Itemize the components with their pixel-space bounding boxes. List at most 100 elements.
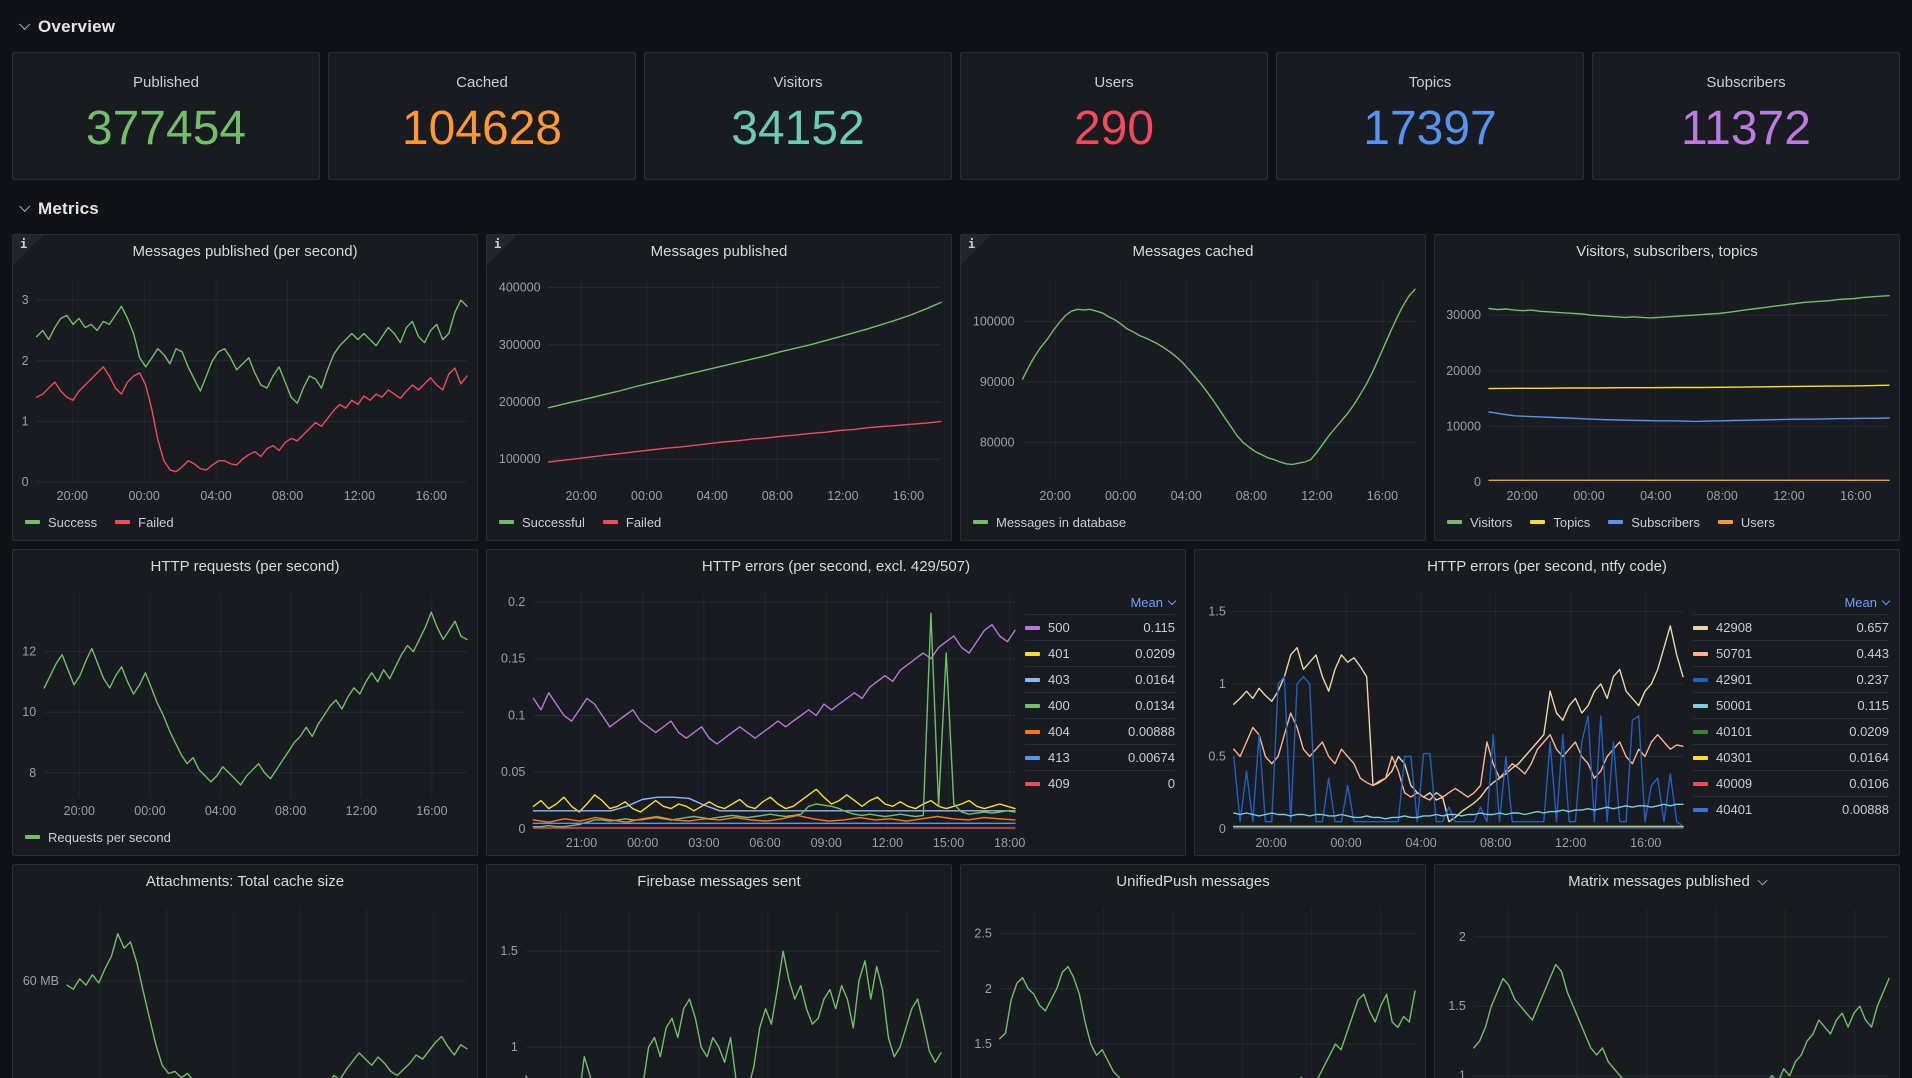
legend-row[interactable]: 400 0.0134 [1025,692,1175,718]
panel-title[interactable]: Matrix messages published [1435,865,1899,899]
stat-panel-users[interactable]: Users 290 [960,52,1268,180]
svg-text:8: 8 [29,766,36,780]
panel-title[interactable]: HTTP requests (per second) [150,558,340,575]
chart-legend: Success Failed [13,508,477,540]
legend-mean-header[interactable]: Mean [1693,590,1891,614]
svg-text:2: 2 [1459,930,1466,944]
chart-canvas[interactable]: 20:00 00:00 04:00 08:00 12:00 16:00 100000 2000… [487,269,951,508]
panel-title[interactable]: Messages published [650,243,788,260]
legend-mean-value: 0.657 [1856,620,1889,635]
stat-value: 11372 [1681,101,1811,155]
stat-panel-visitors[interactable]: Visitors 34152 [644,52,952,180]
svg-text:0: 0 [1474,475,1481,489]
legend-label: 400 [1048,698,1070,713]
legend-row[interactable]: 42908 0.657 [1693,614,1889,640]
svg-text:0.05: 0.05 [501,765,525,779]
svg-text:08:00: 08:00 [1480,836,1511,850]
legend-row[interactable]: 403 0.0164 [1025,666,1175,692]
stat-panel-cached[interactable]: Cached 104628 [328,52,636,180]
legend-mean-value: 0.00674 [1128,750,1175,765]
legend-item[interactable]: Success [25,515,97,530]
legend-label: Messages in database [996,514,1127,530]
legend-row[interactable]: 401 0.0209 [1025,640,1175,666]
chart-canvas[interactable]: 0.511.52 [1435,899,1899,1078]
panel-matrix-messages: Matrix messages published 0.511.52 [1434,864,1900,1078]
stat-title: Topics [1408,73,1452,91]
legend-row[interactable]: 42901 0.237 [1693,666,1889,692]
legend-item[interactable]: Failed [602,515,661,530]
legend-row[interactable]: 50701 0.443 [1693,640,1889,666]
legend-swatch-icon [1693,677,1708,682]
panel-title[interactable]: Visitors, subscribers, topics [1576,243,1758,260]
legend-swatch-icon [1530,520,1546,524]
chart-canvas[interactable]: 21:00 00:00 03:00 06:00 09:00 12:00 15:00 18:00… [487,584,1025,855]
panel-title[interactable]: Attachments: Total cache size [145,873,345,890]
svg-text:04:00: 04:00 [1640,489,1671,503]
stat-panel-topics[interactable]: Topics 17397 [1276,52,1584,180]
panel-title[interactable]: Messages cached [1132,243,1254,260]
legend-item[interactable]: Requests per second [25,830,171,845]
chart-canvas[interactable]: 55 MB 60 MB [13,899,477,1078]
legend-swatch-icon [1693,781,1708,786]
legend-label: 409 [1048,776,1070,791]
metrics-row-1: i Messages published (per second) 20:00 0… [12,234,1900,541]
chevron-down-icon [19,18,31,30]
panel-title[interactable]: UnifiedPush messages [1116,873,1270,890]
panel-title[interactable]: HTTP errors (per second, ntfy code) [1427,558,1667,575]
stat-panel-published[interactable]: Published 377454 [12,52,320,180]
stat-title: Visitors [773,73,823,91]
legend-swatch-icon [25,835,40,839]
legend-mean-header[interactable]: Mean [1025,590,1177,614]
legend-item[interactable]: Subscribers [1608,515,1700,530]
svg-text:00:00: 00:00 [134,804,165,818]
legend-item[interactable]: Successful [499,515,585,530]
legend-item[interactable]: Failed [115,515,174,530]
legend-row[interactable]: 40009 0.0106 [1693,770,1889,796]
stat-title: Users [1094,73,1134,91]
chart-canvas[interactable]: 11.522.5 [961,899,1425,1078]
stat-value: 290 [1073,101,1155,155]
legend-swatch-icon [1025,677,1040,682]
stat-panel-subscribers[interactable]: Subscribers 11372 [1592,52,1900,180]
svg-text:00:00: 00:00 [631,489,662,503]
legend-row[interactable]: 409 0 [1025,770,1175,796]
panel-title[interactable]: Firebase messages sent [637,873,801,890]
legend-row[interactable]: 40301 0.0164 [1693,744,1889,770]
svg-text:400000: 400000 [499,281,541,295]
chart-canvas[interactable]: 20:00 00:00 04:00 08:00 12:00 16:00 80000 90000… [961,269,1425,508]
legend-item[interactable]: Users [1717,515,1775,530]
svg-text:1: 1 [511,1040,518,1054]
section-title: Metrics [38,199,99,218]
legend-label: 401 [1048,646,1070,661]
svg-text:1.5: 1.5 [1208,604,1225,618]
legend-row[interactable]: 413 0.00674 [1025,744,1175,770]
legend-swatch-icon [1717,520,1733,524]
legend-item[interactable]: Messages in database [973,515,1126,530]
svg-text:12:00: 12:00 [344,489,375,503]
section-overview[interactable]: Overview [19,14,1900,40]
chart-canvas[interactable]: 20:00 00:00 04:00 08:00 12:00 16:00 8 10 12 [13,584,477,823]
svg-text:3: 3 [22,293,29,307]
legend-row[interactable]: 40101 0.0209 [1693,718,1889,744]
legend-row[interactable]: 50001 0.115 [1693,692,1889,718]
legend-item[interactable]: Visitors [1447,515,1512,530]
legend-row[interactable]: 500 0.115 [1025,614,1175,640]
legend-item[interactable]: Topics [1530,515,1590,530]
legend-row[interactable]: 404 0.00888 [1025,718,1175,744]
panel-title[interactable]: Messages published (per second) [132,243,358,260]
stat-title: Published [133,73,199,91]
chart-canvas[interactable]: 20:00 00:00 04:00 08:00 12:00 16:00 0 10000 2000… [1435,269,1899,508]
info-icon[interactable]: i [487,235,517,265]
chart-canvas[interactable]: 0.511.5 [487,899,951,1078]
panel-title[interactable]: HTTP errors (per second, excl. 429/507) [701,558,971,575]
svg-text:90000: 90000 [980,375,1015,389]
chevron-down-icon [19,200,31,212]
svg-text:18:00: 18:00 [994,836,1025,850]
legend-swatch-icon [1693,755,1708,760]
info-icon[interactable]: i [961,235,991,265]
chart-canvas[interactable]: 20:00 00:00 04:00 08:00 12:00 16:00 0 0.5 1 1.5 [1195,584,1693,855]
info-icon[interactable]: i [13,235,43,265]
legend-row[interactable]: 40401 0.00888 [1693,796,1889,822]
section-metrics[interactable]: Metrics [19,196,1900,222]
chart-canvas[interactable]: 20:00 00:00 04:00 08:00 12:00 16:00 0 1 2 3 [13,269,477,508]
